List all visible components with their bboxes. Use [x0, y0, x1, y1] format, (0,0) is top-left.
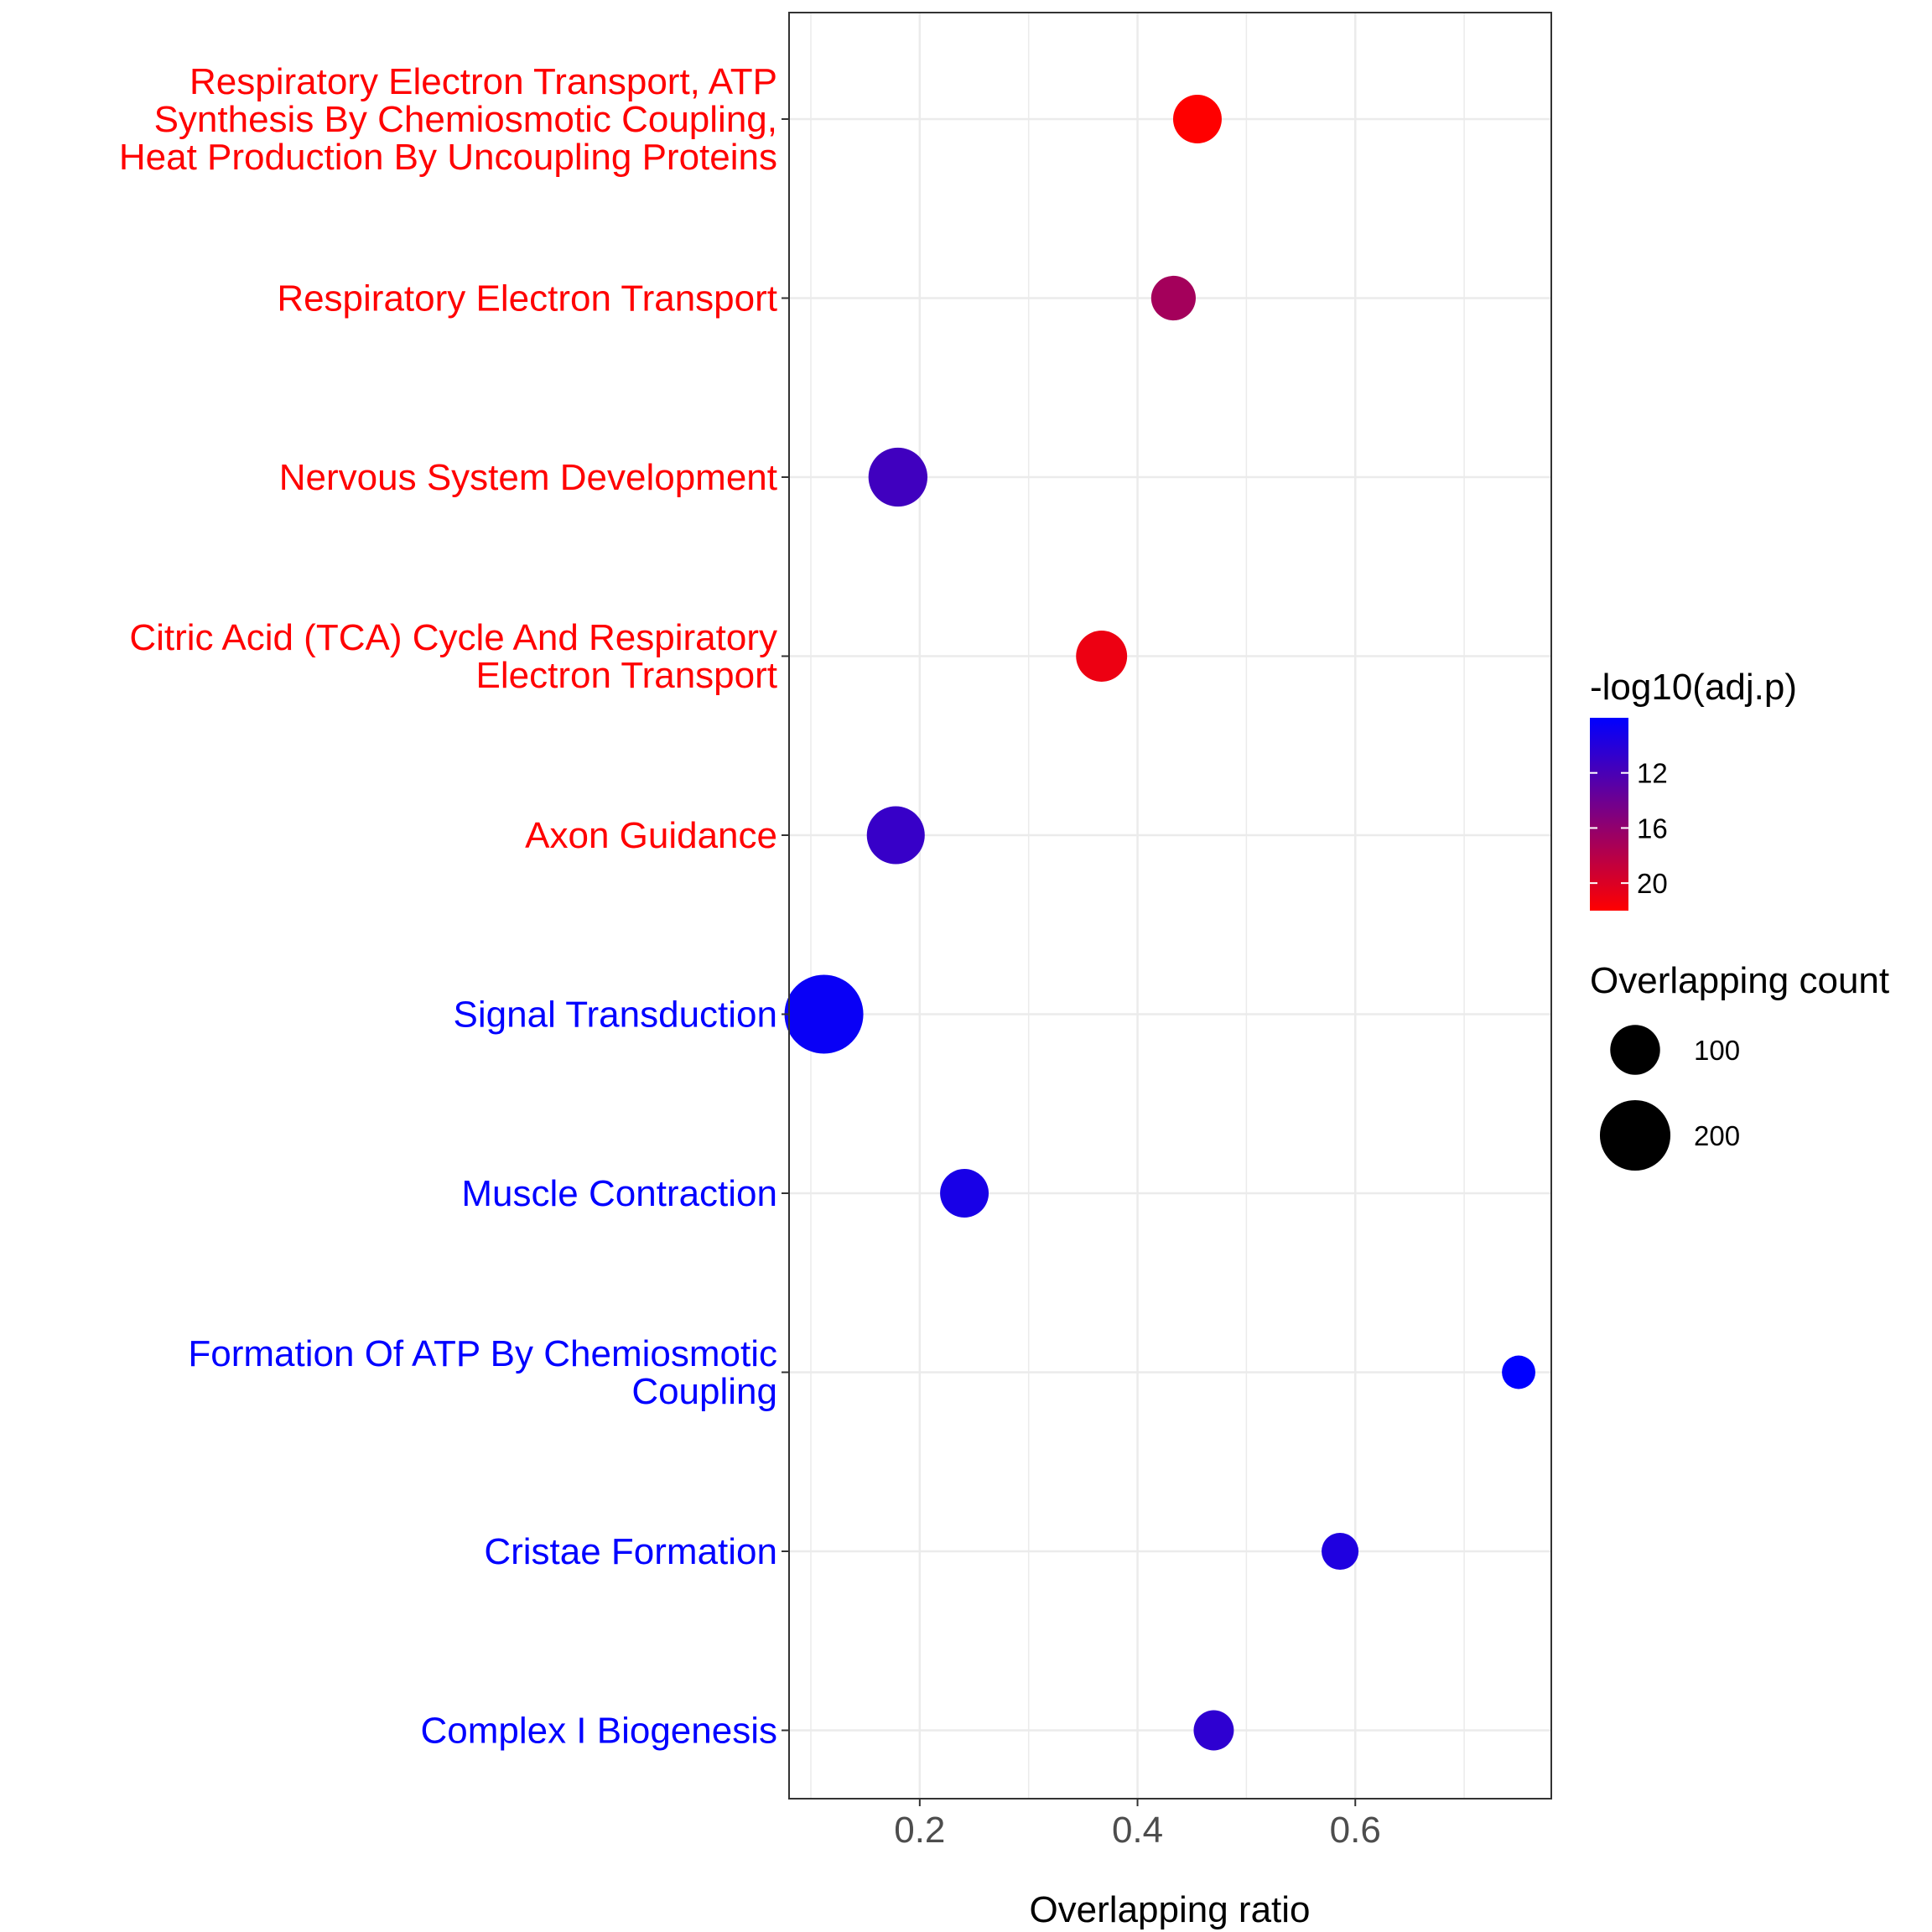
data-point — [1150, 275, 1196, 321]
x-axis-title: Overlapping ratio — [1029, 1889, 1310, 1930]
x-tick-label: 0.6 — [1330, 1810, 1381, 1851]
category-label: Citric Acid (TCA) Cycle And Respiratory E… — [129, 617, 777, 696]
color-legend-title: -log10(adj.p) — [1590, 667, 1797, 708]
data-point — [868, 447, 928, 507]
category-label-line: Complex I Biogenesis — [420, 1711, 777, 1752]
x-tick-label: 0.2 — [894, 1810, 945, 1851]
color-bar-label: 12 — [1637, 758, 1668, 789]
category-label: Axon Guidance — [525, 815, 777, 856]
data-point — [784, 974, 864, 1054]
category-label: Formation Of ATP By Chemiosmotic Coupling — [188, 1333, 777, 1412]
data-points — [784, 95, 1535, 1751]
legend: -log10(adj.p) 12 16 20 Overlapping count 1… — [1590, 667, 1889, 1171]
x-axis: 0.2 0.4 0.6 — [894, 1799, 1381, 1851]
size-legend-key — [1610, 1025, 1660, 1075]
category-label-line: Respiratory Electron Transport — [277, 278, 777, 319]
category-label: Complex I Biogenesis — [420, 1711, 777, 1752]
data-point — [940, 1169, 989, 1218]
category-label-line: Citric Acid (TCA) Cycle And Respiratory — [129, 617, 777, 658]
category-label-line: Heat Production By Uncoupling Proteins — [119, 137, 777, 178]
size-legend-label: 100 — [1694, 1035, 1740, 1066]
size-legend-title: Overlapping count — [1590, 960, 1889, 1001]
category-label: Respiratory Electron Transport, ATP Synth… — [119, 61, 777, 178]
x-tick-label: 0.4 — [1112, 1810, 1163, 1851]
category-label: Muscle Contraction — [461, 1173, 777, 1214]
color-bar-label: 16 — [1637, 813, 1668, 844]
plot-panel-border — [788, 12, 1552, 1800]
category-label-line: Coupling — [631, 1371, 777, 1412]
category-labels: Respiratory Electron Transport, ATP Synth… — [119, 61, 789, 1752]
data-point — [866, 806, 925, 865]
category-label-line: Respiratory Electron Transport, ATP — [190, 61, 777, 102]
category-label-line: Signal Transduction — [454, 995, 777, 1036]
category-label-line: Formation Of ATP By Chemiosmotic — [188, 1333, 777, 1374]
data-point — [1322, 1532, 1359, 1571]
data-point — [1193, 1710, 1234, 1751]
data-point — [1172, 95, 1222, 143]
color-bar — [1590, 718, 1628, 911]
data-point — [1502, 1355, 1535, 1389]
category-label-line: Electron Transport — [476, 655, 778, 696]
category-label-line: Synthesis By Chemiosmotic Coupling, — [154, 99, 777, 140]
category-label-line: Muscle Contraction — [461, 1173, 777, 1214]
size-legend-key — [1599, 1099, 1671, 1171]
category-label-line: Cristae Formation — [484, 1531, 777, 1572]
color-bar-ticks: 12 16 20 — [1590, 758, 1668, 899]
category-label-line: Axon Guidance — [525, 815, 777, 856]
category-label: Respiratory Electron Transport — [277, 278, 777, 319]
size-legend-label: 200 — [1694, 1120, 1740, 1151]
grid-lines — [789, 13, 1551, 1799]
color-bar-label: 20 — [1637, 868, 1668, 899]
category-label-line: Nervous System Development — [279, 457, 777, 498]
data-point — [1076, 631, 1128, 682]
category-label: Signal Transduction — [454, 995, 777, 1036]
size-legend-keys: 100 200 — [1599, 1025, 1740, 1171]
category-label: Cristae Formation — [484, 1531, 777, 1572]
category-label: Nervous System Development — [279, 457, 777, 498]
